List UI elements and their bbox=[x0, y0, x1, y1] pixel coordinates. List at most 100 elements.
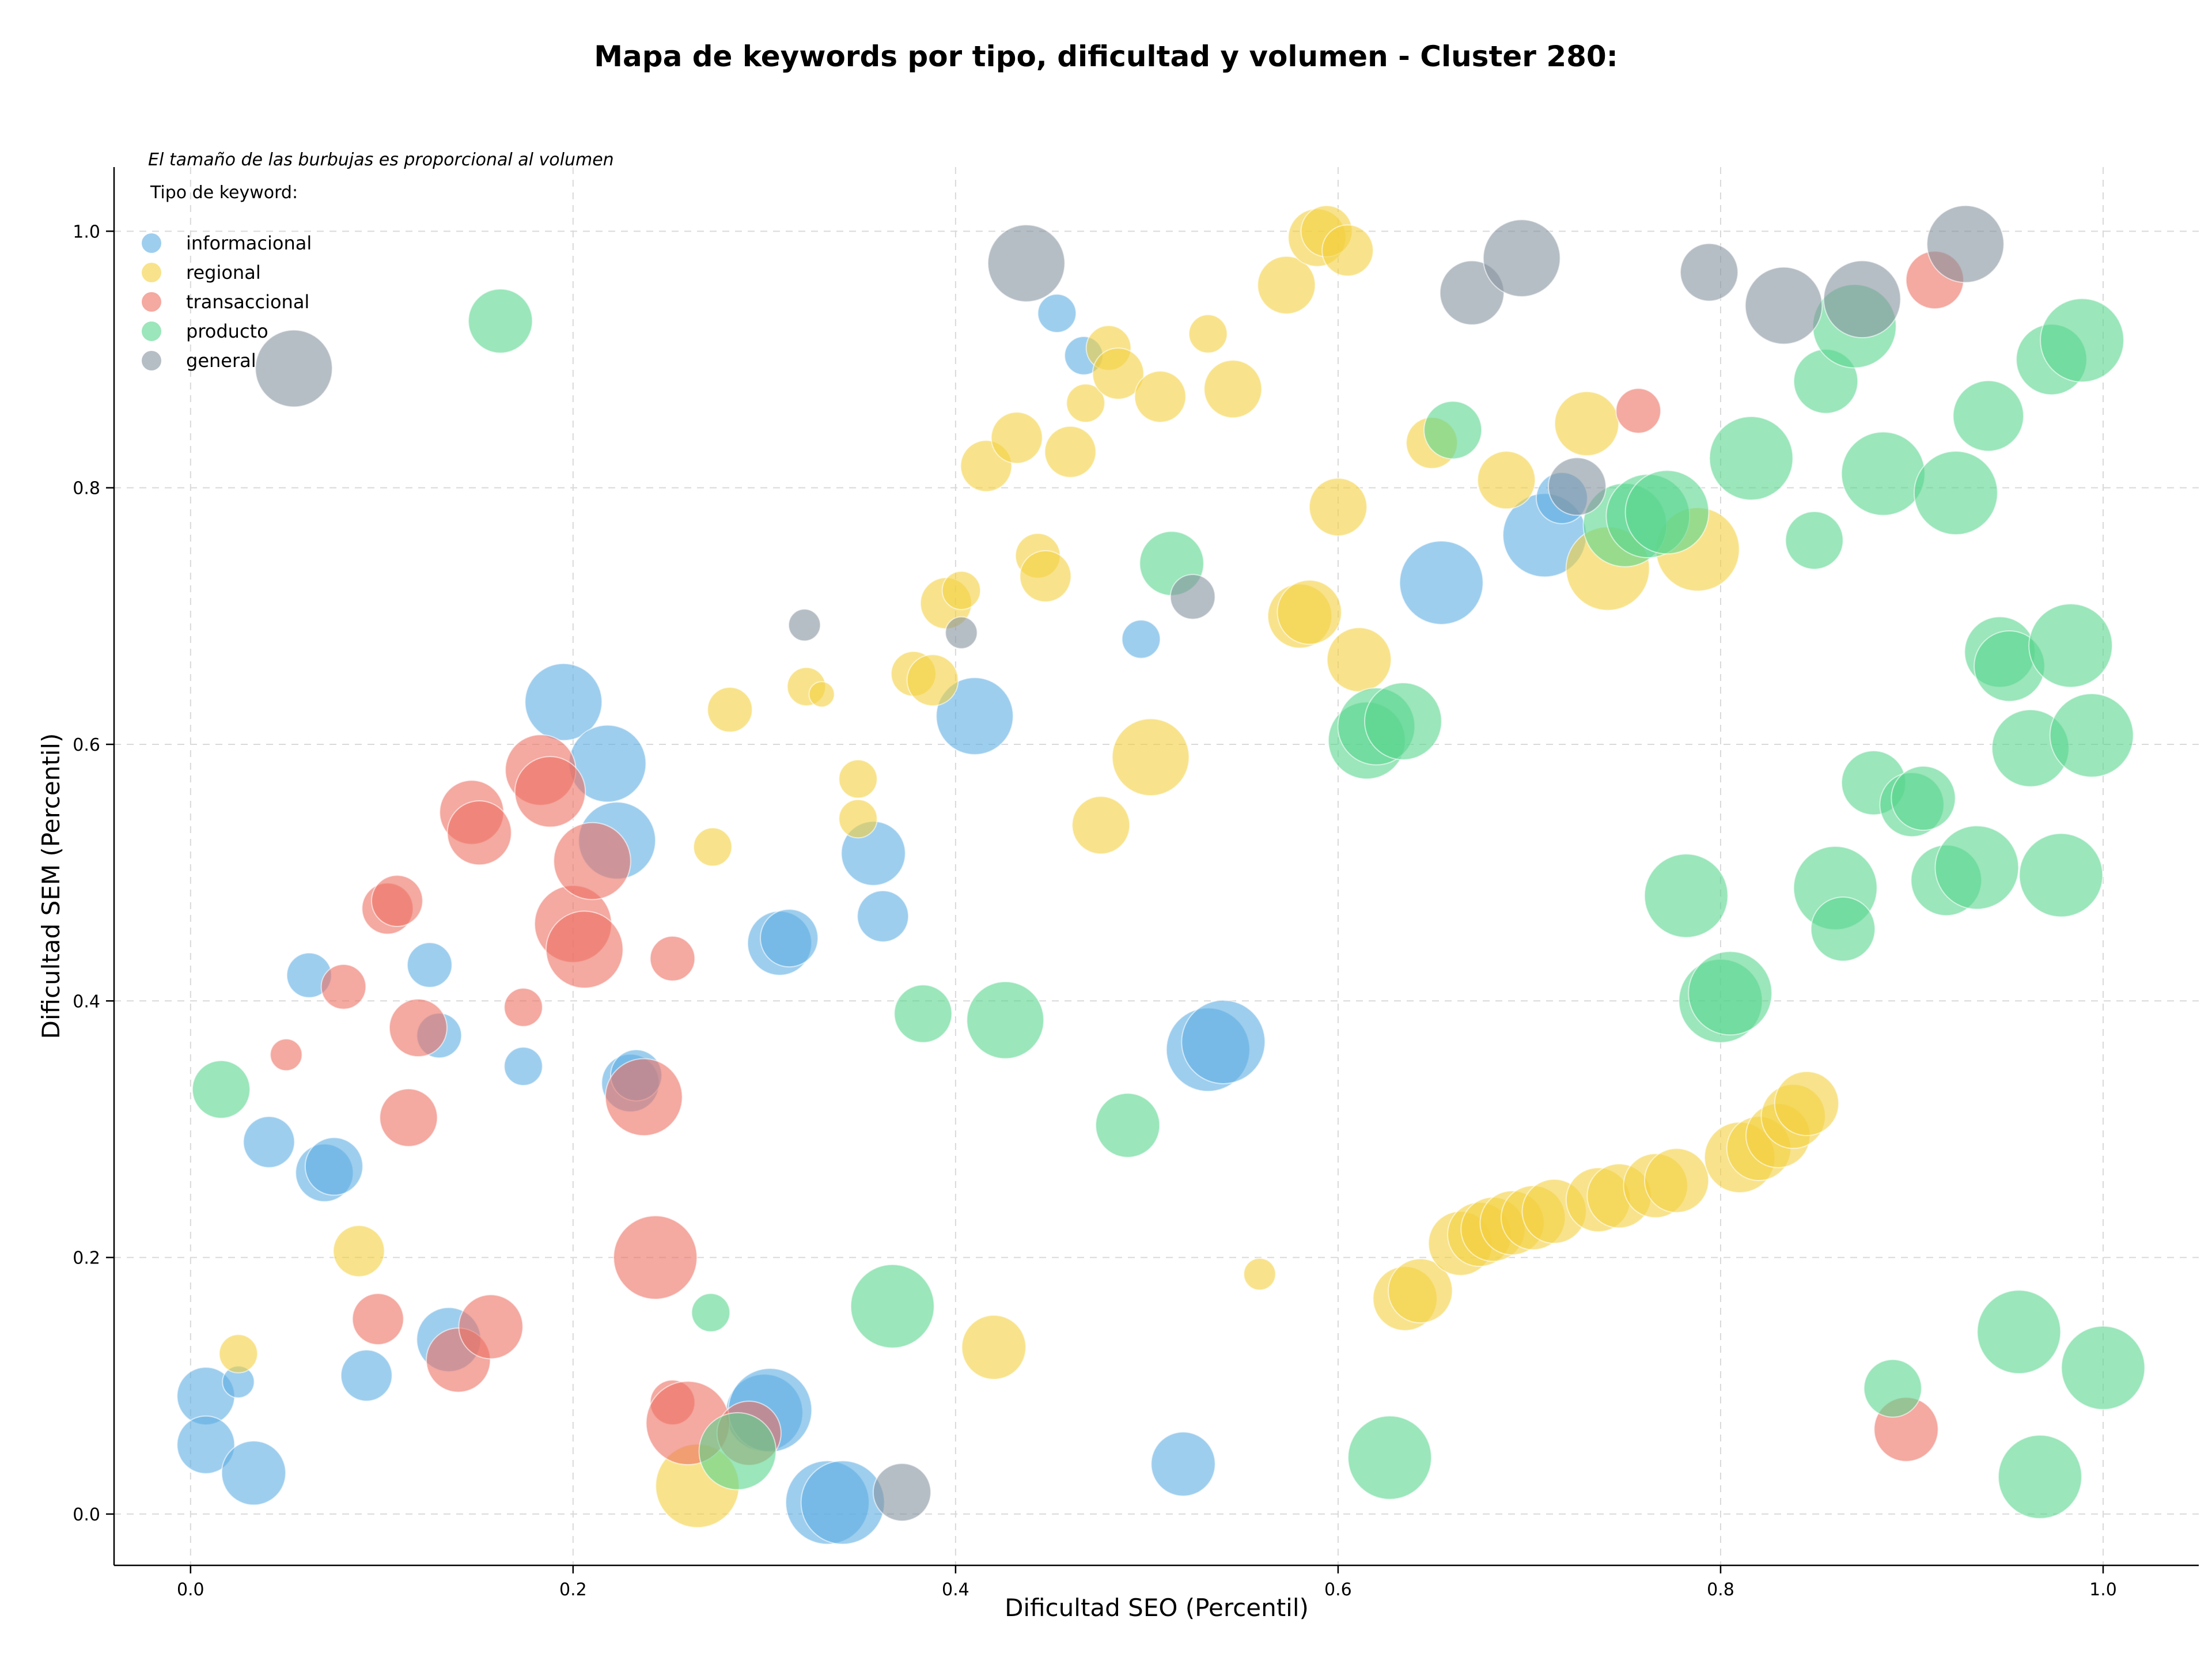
legend-label-regional: regional bbox=[186, 262, 261, 283]
bubble-informacional bbox=[1181, 1000, 1266, 1084]
bubble-producto bbox=[1840, 431, 1926, 516]
bubble-transaccional bbox=[388, 998, 448, 1058]
bubble-regional bbox=[1243, 1257, 1277, 1291]
bubble-producto bbox=[2040, 298, 2124, 383]
y-tick-label: 1.0 bbox=[73, 222, 100, 242]
bubble-producto bbox=[1423, 400, 1483, 460]
bubble-producto bbox=[2049, 693, 2134, 778]
bubble-regional bbox=[1044, 425, 1097, 478]
bubble-regional bbox=[1277, 580, 1342, 645]
bubble-general bbox=[255, 329, 333, 408]
legend-marker-producto bbox=[142, 321, 161, 341]
x-tick-label: 0.6 bbox=[1324, 1580, 1352, 1600]
bubble-producto bbox=[1785, 510, 1844, 570]
bubble-regional bbox=[941, 570, 982, 610]
bubble-producto bbox=[698, 1412, 777, 1490]
bubble-regional bbox=[1774, 1070, 1839, 1137]
bubble-general bbox=[1744, 266, 1823, 345]
bubble-informacional bbox=[503, 1046, 543, 1087]
bubble-informacional bbox=[800, 1460, 885, 1545]
bubble-producto bbox=[1998, 1434, 2082, 1519]
bubble-informacional bbox=[935, 677, 1014, 755]
y-tick-label: 0.4 bbox=[73, 992, 100, 1012]
bubble-general bbox=[987, 224, 1066, 302]
bubble-regional bbox=[990, 411, 1043, 464]
bubble-informacional bbox=[760, 909, 819, 968]
bubble-regional bbox=[1308, 478, 1368, 537]
bubble-regional bbox=[1071, 796, 1131, 855]
legend-marker-informacional bbox=[142, 233, 161, 253]
bubble-producto bbox=[2028, 603, 2113, 688]
bubble-producto bbox=[893, 984, 953, 1043]
bubble-producto bbox=[850, 1263, 935, 1349]
bubble-transaccional bbox=[545, 910, 624, 989]
bubble-producto bbox=[2018, 833, 2104, 918]
bubble-transaccional bbox=[458, 1294, 524, 1360]
bubble-regional bbox=[906, 654, 959, 707]
y-tick-label: 0.6 bbox=[73, 735, 100, 755]
y-axis-label: Dificultad SEM (Percentil) bbox=[37, 733, 65, 1039]
bubble-informacional bbox=[304, 1137, 363, 1196]
bubble-producto bbox=[1709, 416, 1794, 501]
legend-marker-regional bbox=[142, 263, 161, 282]
bubble-general bbox=[1926, 205, 2005, 283]
bubble-general bbox=[945, 616, 978, 649]
bubble-general bbox=[1547, 457, 1607, 516]
bubble-informacional bbox=[221, 1440, 286, 1506]
bubble-general bbox=[1169, 574, 1216, 620]
bubble-regional bbox=[1066, 383, 1105, 423]
bubble-informacional bbox=[407, 942, 453, 988]
bubble-producto bbox=[2061, 1325, 2146, 1410]
bubble-regional bbox=[1388, 1258, 1453, 1324]
bubble-regional bbox=[1111, 718, 1190, 797]
x-tick-label: 0.2 bbox=[559, 1580, 587, 1600]
bubble-regional bbox=[1554, 391, 1620, 456]
bubble-producto bbox=[1347, 1415, 1432, 1500]
bubble-producto bbox=[1952, 380, 2024, 452]
bubble-regional bbox=[218, 1334, 259, 1374]
x-tick-label: 1.0 bbox=[2089, 1580, 2117, 1600]
bubble-producto bbox=[1624, 470, 1710, 555]
bubble-transaccional bbox=[446, 800, 512, 866]
bubble-producto bbox=[1095, 1092, 1161, 1158]
bubble-transaccional bbox=[553, 822, 631, 901]
bubble-producto bbox=[1913, 451, 1998, 535]
bubble-producto bbox=[1934, 825, 2020, 910]
legend-label-transaccional: transaccional bbox=[186, 291, 309, 313]
x-axis-label: Dificultad SEO (Percentil) bbox=[1005, 1594, 1309, 1622]
y-tick-label: 0.2 bbox=[73, 1248, 100, 1269]
bubble-regional bbox=[1326, 627, 1392, 693]
axes: 0.0 0.2 0.4 0.6 0.8 1.0 0.0 0.2 0.4 0.6 0.8 1.0 bbox=[73, 167, 2199, 1600]
x-tick-label: 0.4 bbox=[942, 1580, 969, 1600]
bubble-transaccional bbox=[370, 875, 423, 928]
bubble-transaccional bbox=[270, 1038, 303, 1072]
bubble-regional bbox=[1477, 451, 1536, 510]
bubble-transaccional bbox=[1615, 388, 1661, 434]
bubble-regional bbox=[1257, 255, 1316, 315]
legend-title: Tipo de keyword: bbox=[150, 183, 298, 203]
bubble-regional bbox=[1134, 370, 1187, 423]
legend: informacional regional transaccional produc… bbox=[142, 232, 312, 372]
bubble-informacional bbox=[857, 890, 910, 943]
bubble-producto bbox=[1688, 951, 1772, 1036]
bubble-general bbox=[1482, 219, 1561, 297]
bubble-general bbox=[1823, 260, 1902, 339]
x-tick-label: 0.0 bbox=[177, 1580, 204, 1600]
legend-marker-transaccional bbox=[142, 292, 161, 312]
bubble-regional bbox=[808, 681, 835, 708]
bubble-regional bbox=[838, 759, 878, 799]
bubble-producto bbox=[1364, 682, 1442, 760]
bubble-informacional bbox=[1121, 619, 1161, 659]
bubble-producto bbox=[691, 1293, 731, 1333]
y-tick-label: 0.8 bbox=[73, 479, 100, 499]
bubble-regional bbox=[961, 1314, 1027, 1380]
bubble-producto bbox=[1891, 765, 1956, 831]
bubble-informacional bbox=[1150, 1431, 1216, 1497]
bubble-regional bbox=[1092, 347, 1145, 400]
bubble-producto bbox=[468, 288, 533, 354]
bubble-transaccional bbox=[649, 936, 696, 982]
bubble-regional bbox=[1321, 224, 1374, 277]
bubble-regional bbox=[838, 799, 878, 839]
bubble-regional bbox=[693, 827, 733, 867]
